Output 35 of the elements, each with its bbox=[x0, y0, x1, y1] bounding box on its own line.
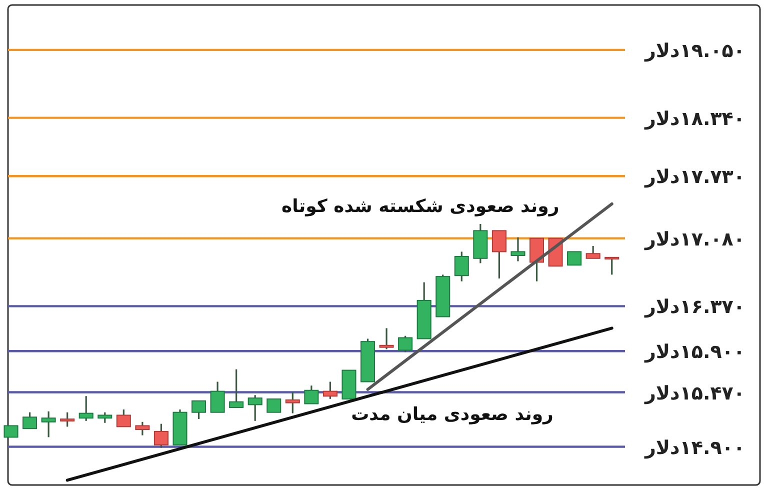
candlestick bbox=[22, 412, 38, 430]
ref-line-label: ۱۶.۳۷۰دلار bbox=[644, 296, 745, 318]
ref-line-label: ۱۴.۹۰۰دلار bbox=[644, 436, 745, 459]
annotation: روند صعودی شکسته شده کوتاه bbox=[281, 196, 560, 217]
candlestick bbox=[192, 400, 206, 420]
candlestick bbox=[604, 256, 620, 276]
candlestick bbox=[586, 245, 600, 260]
ref-line-label: ۱۵.۴۷۰دلار bbox=[644, 382, 745, 404]
candlestick bbox=[567, 251, 582, 266]
candlestick bbox=[285, 391, 300, 414]
candlestick bbox=[492, 230, 506, 280]
candlestick bbox=[322, 380, 338, 400]
candlestick bbox=[510, 236, 526, 262]
candlestick bbox=[398, 335, 413, 353]
ref-line-label: ۱۸.۳۴۰دلار bbox=[644, 108, 745, 130]
annotation: روند صعودی میان مدت bbox=[351, 404, 554, 425]
candlestick bbox=[154, 423, 168, 449]
candlestick bbox=[379, 327, 394, 350]
candlestick bbox=[4, 425, 18, 438]
candlestick bbox=[248, 394, 262, 422]
candlestick bbox=[78, 395, 94, 422]
ref-line-label: ۱۷.۷۳۰دلار bbox=[644, 166, 745, 188]
ref-line-label: ۱۵.۹۰۰دلار bbox=[644, 341, 745, 364]
candlestick bbox=[210, 380, 225, 414]
ref-line-label: ۱۹.۰۵۰دلار bbox=[644, 40, 745, 62]
candlestick bbox=[304, 384, 319, 405]
candlestick bbox=[135, 421, 150, 436]
candlestick bbox=[98, 412, 112, 424]
candlestick bbox=[41, 410, 56, 438]
candlestick bbox=[229, 368, 244, 408]
ref-line-label: ۱۷.۰۸۰دلار bbox=[644, 228, 745, 250]
candlestick bbox=[60, 412, 75, 428]
candlestick bbox=[116, 408, 131, 428]
candlestick bbox=[266, 398, 282, 413]
candlestick bbox=[454, 250, 469, 282]
